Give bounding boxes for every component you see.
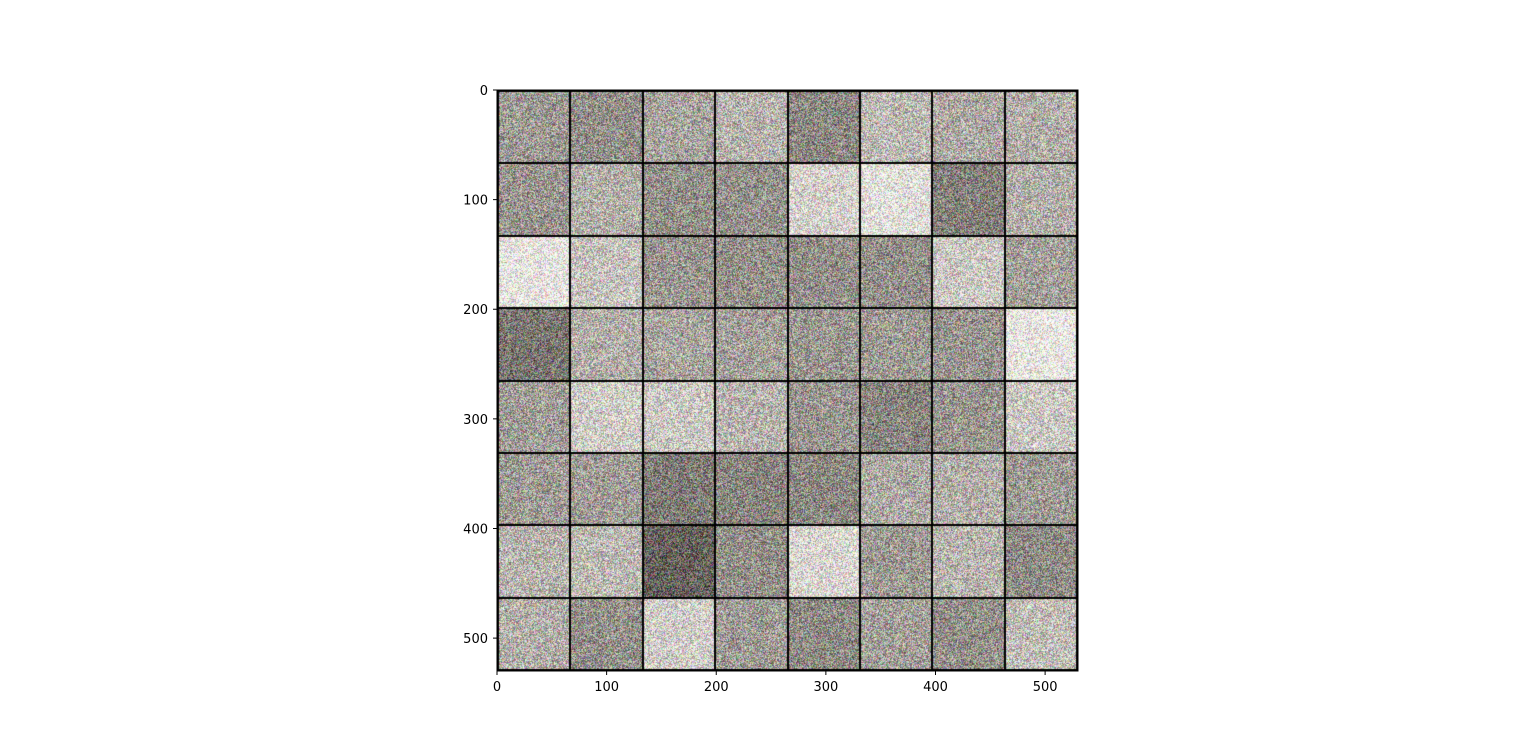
y-tick-label: 200 [463,303,488,318]
y-tick-label: 400 [463,522,488,537]
x-tick-label: 500 [1033,680,1058,695]
y-tick-label: 300 [463,413,488,428]
x-tick-label: 200 [704,680,729,695]
x-tick-label: 0 [493,680,501,695]
generated-image-grid [497,90,1078,671]
axes-spine [496,89,1079,672]
x-tick-label: 100 [594,680,619,695]
y-tick-label: 0 [480,84,488,99]
x-tick-label: 300 [813,680,838,695]
y-tick-label: 100 [463,194,488,209]
image-grid-plot [497,90,1078,671]
x-tick-label: 400 [923,680,948,695]
y-tick-label: 500 [463,632,488,647]
